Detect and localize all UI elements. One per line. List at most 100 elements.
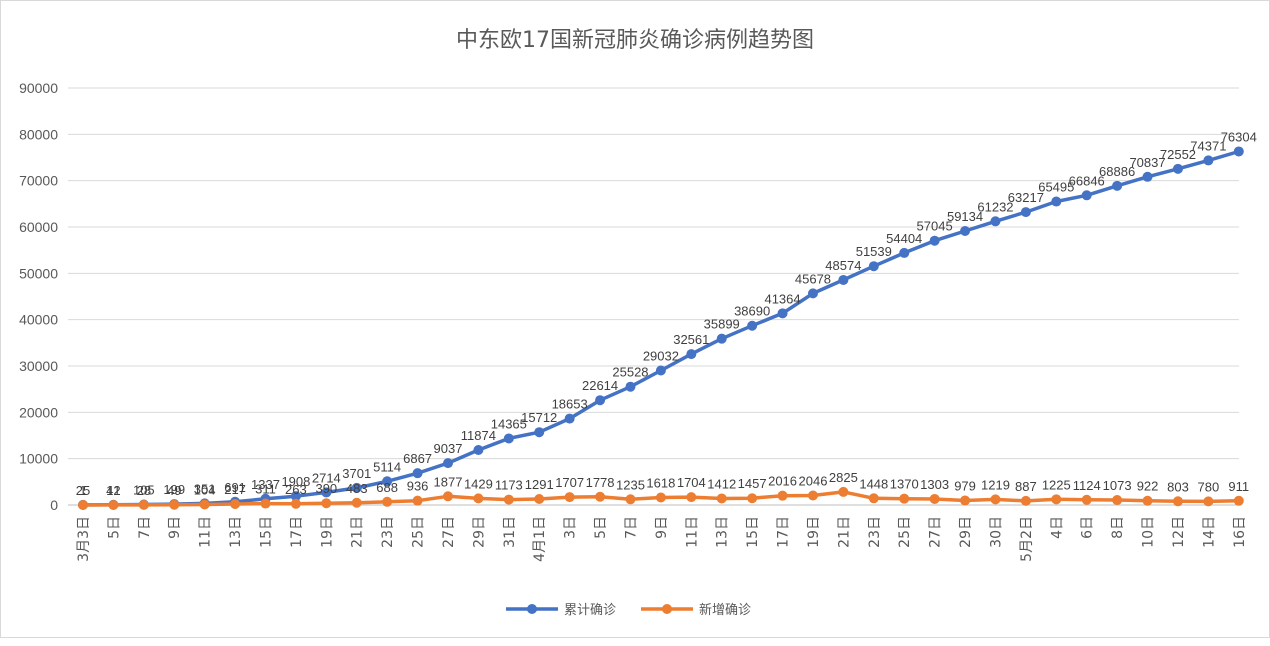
data-label: 25 <box>76 483 90 498</box>
data-point <box>716 493 727 504</box>
data-point <box>929 493 940 504</box>
data-label: 104 <box>194 483 216 498</box>
data-label: 15712 <box>521 410 557 425</box>
data-point <box>1203 496 1214 507</box>
x-tick-label: 5月2日 <box>1019 516 1035 562</box>
x-tick-label: 25日 <box>411 516 427 548</box>
data-point <box>595 491 606 502</box>
data-label: 35899 <box>704 317 740 332</box>
data-label: 105 <box>133 483 155 498</box>
gridlines <box>68 87 1239 506</box>
data-point <box>321 498 332 509</box>
data-point <box>503 433 514 444</box>
data-label: 199 <box>163 482 185 497</box>
data-point <box>625 381 636 392</box>
data-label: 9037 <box>434 441 463 456</box>
data-label: 45678 <box>795 271 831 286</box>
data-label: 1219 <box>981 477 1010 492</box>
data-label: 1 <box>79 483 86 498</box>
data-label: 18653 <box>552 397 588 412</box>
data-label: 66846 <box>1069 173 1105 188</box>
data-point <box>108 499 119 510</box>
data-label: 1412 <box>707 476 736 491</box>
legend-marker <box>662 604 672 614</box>
legend-marker <box>527 604 537 614</box>
data-label: 1225 <box>1042 477 1071 492</box>
data-point <box>382 476 393 487</box>
data-label: 1429 <box>464 476 493 491</box>
data-point <box>960 495 971 506</box>
data-point <box>716 333 727 344</box>
data-labels: 25 41 105 199 351 691 1337 1908 2714 3701 51146867… <box>76 129 1257 498</box>
x-tick-label: 21日 <box>836 516 852 548</box>
data-label: 1173 <box>495 478 523 493</box>
data-point <box>442 491 453 502</box>
x-tick-label: 23日 <box>380 516 396 548</box>
data-label: 2016 <box>768 474 797 489</box>
data-label: 1448 <box>859 476 888 491</box>
data-label: 6867 <box>403 451 432 466</box>
data-point <box>1172 163 1183 174</box>
x-tick-label: 15日 <box>258 516 274 548</box>
x-tick-label: 4日 <box>1049 516 1065 539</box>
x-tick-label: 19日 <box>319 516 335 548</box>
x-tick-label: 13日 <box>228 516 244 548</box>
x-tick-label: 5日 <box>593 516 609 539</box>
x-tick-label: 23日 <box>867 516 883 548</box>
data-label: 57045 <box>917 219 953 234</box>
data-point <box>473 493 484 504</box>
data-label: 1778 <box>586 475 615 490</box>
data-label: 2714 <box>312 470 341 485</box>
x-tick-label: 10日 <box>1141 516 1157 548</box>
x-tick-label: 19日 <box>806 516 822 548</box>
data-label: 922 <box>1137 479 1159 494</box>
data-point <box>382 496 393 507</box>
data-point <box>351 497 362 508</box>
x-tick-label: 6日 <box>1080 516 1096 539</box>
data-point <box>807 288 818 299</box>
data-point <box>1142 495 1153 506</box>
data-label: 217 <box>224 482 246 497</box>
series-line <box>81 149 1241 507</box>
data-point <box>473 444 484 455</box>
x-tick-label: 11日 <box>198 516 214 548</box>
data-label: 2825 <box>829 470 858 485</box>
data-point <box>534 427 545 438</box>
data-point <box>625 494 636 505</box>
data-label: 1618 <box>646 476 675 491</box>
chart-title: 中东欧17国新冠肺炎确诊病例趋势图 <box>456 28 814 53</box>
data-point <box>290 491 301 502</box>
data-label: 351 <box>194 481 216 496</box>
data-point <box>290 498 301 509</box>
data-point <box>838 274 849 285</box>
data-point <box>1233 146 1244 157</box>
data-point <box>899 493 910 504</box>
x-tick-label: 21日 <box>350 516 366 548</box>
data-label: 12 <box>106 483 120 498</box>
y-tick-label: 0 <box>50 497 58 513</box>
x-tick-label: 14日 <box>1201 516 1217 548</box>
data-label: 887 <box>1015 479 1037 494</box>
data-label: 48574 <box>825 258 861 273</box>
legend-label: 新增确诊 <box>699 602 751 618</box>
data-label: 41364 <box>764 291 800 306</box>
data-label: 688 <box>376 480 398 495</box>
data-point <box>838 486 849 497</box>
data-label: 1908 <box>281 474 310 489</box>
data-label: 65495 <box>1038 180 1074 195</box>
data-point <box>412 468 423 479</box>
data-point <box>1020 207 1031 218</box>
data-point <box>747 493 758 504</box>
data-point <box>1233 495 1244 506</box>
data-point <box>321 487 332 498</box>
data-point <box>1112 180 1123 191</box>
x-tick-label: 30日 <box>988 516 1004 548</box>
x-tick-label: 17日 <box>289 516 305 548</box>
y-tick-label: 30000 <box>19 358 58 374</box>
data-point <box>1020 495 1031 506</box>
data-point <box>199 499 210 510</box>
data-point <box>807 490 818 501</box>
data-point <box>138 499 149 510</box>
data-label: 936 <box>407 479 429 494</box>
data-label: 74371 <box>1190 138 1226 153</box>
